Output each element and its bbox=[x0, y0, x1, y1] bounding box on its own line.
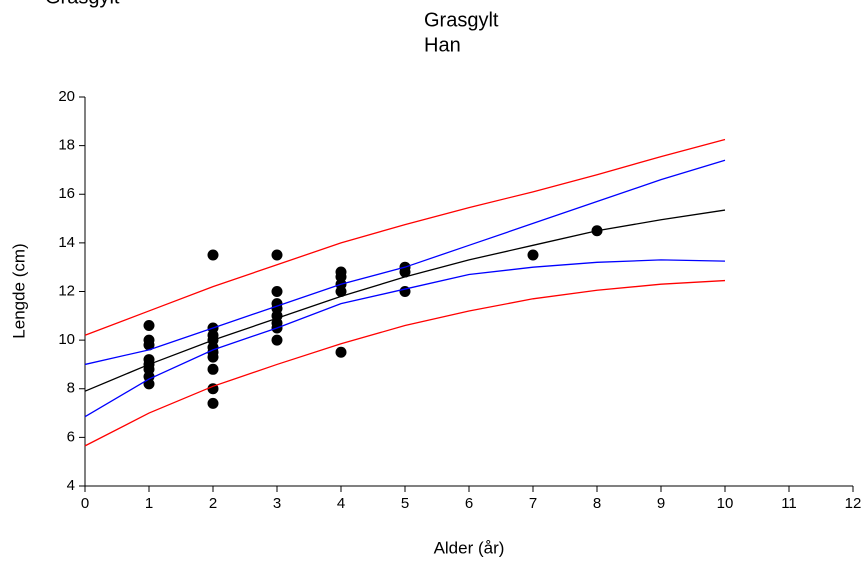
x-tick-label: 10 bbox=[717, 495, 734, 512]
x-tick-label: 8 bbox=[593, 495, 601, 512]
x-tick-label: 2 bbox=[209, 495, 217, 512]
y-tick-label: 14 bbox=[58, 234, 75, 251]
y-tick-label: 4 bbox=[67, 477, 75, 494]
y-tick-label: 20 bbox=[58, 88, 75, 105]
data-point bbox=[271, 334, 283, 346]
y-tick-label: 12 bbox=[58, 282, 75, 299]
x-tick-label: 6 bbox=[465, 495, 473, 512]
data-point bbox=[399, 266, 411, 278]
x-tick-label: 7 bbox=[529, 495, 537, 512]
data-point bbox=[271, 286, 283, 297]
data-point bbox=[207, 363, 219, 375]
x-tick-label: 0 bbox=[81, 495, 89, 512]
fit-line bbox=[84, 259, 726, 418]
data-point bbox=[271, 249, 283, 261]
data-point bbox=[143, 320, 155, 332]
fit-line bbox=[84, 279, 726, 447]
data-point bbox=[527, 249, 539, 261]
data-point bbox=[335, 346, 347, 358]
fit-line bbox=[84, 159, 726, 366]
chart-title: Grasgylt bbox=[424, 9, 499, 31]
top-note: Grasgylt bbox=[45, 0, 120, 8]
x-tick-label: 1 bbox=[145, 495, 153, 512]
x-tick-label: 9 bbox=[657, 495, 665, 512]
data-point bbox=[207, 249, 219, 261]
y-axis-label: Lengde (cm) bbox=[9, 243, 28, 338]
fit-line bbox=[84, 138, 726, 336]
x-axis-label: Alder (år) bbox=[434, 538, 505, 557]
y-tick-label: 16 bbox=[58, 185, 75, 202]
y-tick-label: 10 bbox=[58, 331, 75, 348]
data-point bbox=[143, 378, 155, 390]
y-tick-label: 8 bbox=[67, 380, 75, 397]
data-point bbox=[143, 339, 155, 351]
x-tick-label: 5 bbox=[401, 495, 409, 512]
x-tick-label: 3 bbox=[273, 495, 281, 512]
chart-subtitle: Han bbox=[424, 34, 461, 56]
y-tick-label: 18 bbox=[58, 137, 75, 154]
fit-line bbox=[84, 209, 726, 392]
data-point bbox=[335, 286, 347, 297]
x-tick-label: 4 bbox=[337, 495, 345, 512]
x-tick-label: 11 bbox=[781, 495, 797, 512]
data-point bbox=[207, 351, 219, 363]
y-tick-label: 6 bbox=[67, 428, 75, 445]
data-point bbox=[207, 397, 219, 409]
x-tick-label: 12 bbox=[845, 495, 862, 512]
